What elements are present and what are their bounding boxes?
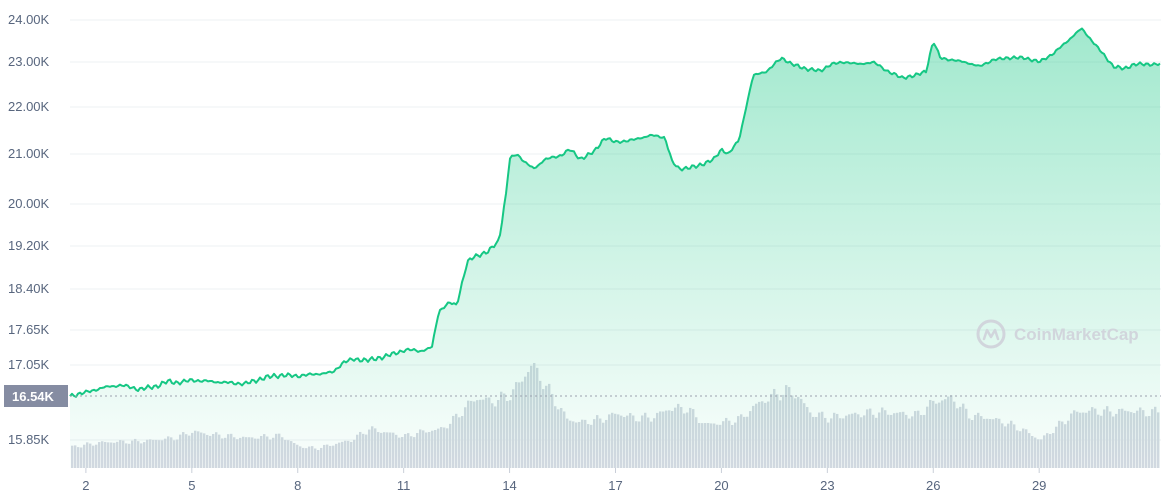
- price-area: [69, 27, 1161, 468]
- x-axis: 2 5 8 11 14 17 20 23 26 29: [82, 468, 1046, 493]
- y-tick-label: 20.00K: [8, 196, 50, 211]
- coinmarketcap-watermark: CoinMarketCap: [976, 319, 1139, 349]
- x-tick-label: 23: [820, 478, 834, 493]
- y-tick-label: 22.00K: [8, 99, 50, 114]
- x-tick-label: 11: [397, 478, 411, 493]
- x-tick-label: 5: [188, 478, 195, 493]
- x-tick-label: 20: [714, 478, 728, 493]
- x-tick-label: 8: [294, 478, 301, 493]
- y-tick-label: 24.00K: [8, 12, 50, 27]
- y-tick-label: 17.65K: [8, 322, 50, 337]
- x-tick-label: 14: [502, 478, 516, 493]
- y-tick-label: 21.00K: [8, 146, 50, 161]
- y-axis: 24.00K 23.00K 22.00K 21.00K 20.00K 19.20K 18.4…: [8, 12, 50, 447]
- y-tick-label: 17.05K: [8, 357, 50, 372]
- current-price-label-text: 16.54K: [12, 389, 55, 404]
- y-tick-label: 19.20K: [8, 238, 50, 253]
- price-area-fill: [70, 28, 1160, 468]
- x-tick-label: 26: [926, 478, 940, 493]
- current-price-label: 16.54K: [4, 385, 68, 407]
- y-tick-label: 18.40K: [8, 281, 50, 296]
- current-price-label-bg: [4, 385, 68, 407]
- y-tick-label: 15.85K: [8, 432, 50, 447]
- x-tick-label: 29: [1032, 478, 1046, 493]
- price-series-line: [69, 27, 1161, 398]
- coinmarketcap-logo-icon: [976, 319, 1006, 349]
- x-tick-label: 2: [82, 478, 89, 493]
- watermark-text: CoinMarketCap: [1014, 325, 1139, 344]
- x-tick-label: 17: [608, 478, 622, 493]
- y-tick-label: 23.00K: [8, 54, 50, 69]
